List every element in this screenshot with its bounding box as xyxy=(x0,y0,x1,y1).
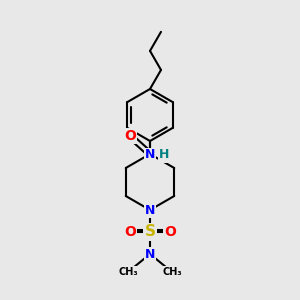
Text: O: O xyxy=(124,129,136,143)
Text: O: O xyxy=(124,225,136,239)
Text: N: N xyxy=(145,203,155,217)
Text: N: N xyxy=(145,148,155,161)
Text: O: O xyxy=(164,225,176,239)
Text: CH₃: CH₃ xyxy=(118,267,138,277)
Text: H: H xyxy=(159,148,169,161)
Text: N: N xyxy=(145,248,155,260)
Text: S: S xyxy=(145,224,155,239)
Text: CH₃: CH₃ xyxy=(162,267,182,277)
